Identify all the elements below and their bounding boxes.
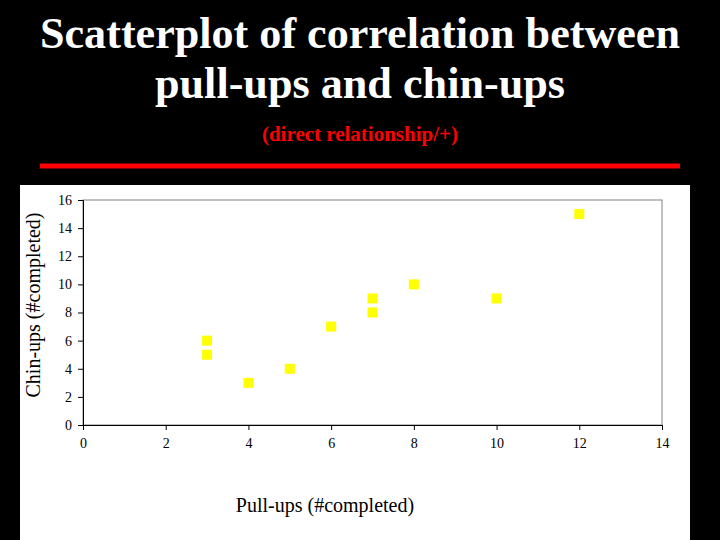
x-tick-mark bbox=[497, 425, 498, 430]
y-tick: 8 bbox=[65, 305, 83, 320]
y-axis-title: Chin-ups (#completed) bbox=[22, 213, 45, 398]
y-tick-label: 0 bbox=[65, 418, 72, 433]
y-tick: 2 bbox=[65, 390, 83, 405]
point bbox=[285, 364, 295, 374]
x-tick-mark bbox=[83, 425, 84, 430]
y-tick-mark bbox=[78, 228, 83, 229]
point bbox=[243, 378, 253, 388]
chart: Scatterplot of correlation betweenpull-u… bbox=[0, 0, 720, 540]
x-tick: 12 bbox=[573, 425, 587, 451]
y-tick-mark bbox=[78, 200, 83, 201]
x-axis: 0 2 4 6 8 10 12 14 bbox=[80, 425, 670, 451]
y-tick-mark bbox=[78, 425, 83, 426]
x-axis-title: Pull-ups (#completed) bbox=[236, 494, 414, 517]
point bbox=[409, 279, 419, 289]
point bbox=[492, 293, 502, 303]
x-tick: 10 bbox=[490, 425, 504, 451]
background bbox=[0, 0, 720, 540]
y-tick: 14 bbox=[58, 221, 83, 236]
y-tick-label: 16 bbox=[58, 193, 72, 208]
y-tick-mark bbox=[78, 369, 83, 370]
point bbox=[368, 308, 378, 318]
y-tick: 0 bbox=[65, 418, 83, 433]
x-tick-label: 2 bbox=[163, 436, 170, 451]
x-tick-label: 8 bbox=[411, 436, 418, 451]
y-axis: 0 2 4 6 8 10 12 14 16 bbox=[58, 193, 84, 433]
y-tick: 10 bbox=[58, 277, 83, 292]
x-tick-label: 12 bbox=[573, 436, 587, 451]
plot-frame bbox=[83, 200, 662, 425]
point bbox=[574, 209, 584, 219]
point bbox=[202, 336, 212, 346]
y-tick-mark bbox=[78, 397, 83, 398]
x-tick: 14 bbox=[656, 425, 670, 451]
y-tick-label: 2 bbox=[65, 390, 72, 405]
y-axis-line bbox=[78, 201, 84, 426]
x-tick-mark bbox=[414, 425, 415, 430]
x-tick-mark bbox=[662, 425, 663, 430]
x-tick: 8 bbox=[411, 425, 418, 451]
title: Scatterplot of correlation between bbox=[40, 9, 680, 58]
y-tick-label: 14 bbox=[58, 221, 72, 236]
x-tick-mark bbox=[331, 425, 332, 430]
y-tick: 4 bbox=[65, 362, 83, 377]
x-tick-label: 6 bbox=[328, 436, 335, 451]
x-axis-line bbox=[84, 426, 663, 431]
y-tick: 12 bbox=[58, 249, 83, 264]
x-tick: 6 bbox=[328, 425, 335, 451]
x-tick-label: 10 bbox=[490, 436, 504, 451]
y-tick-mark bbox=[78, 341, 83, 342]
x-tick-mark bbox=[248, 425, 249, 430]
y-tick-label: 8 bbox=[65, 305, 72, 320]
point bbox=[326, 322, 336, 332]
x-tick: 2 bbox=[163, 425, 170, 451]
divider bbox=[40, 164, 680, 169]
points bbox=[202, 209, 584, 388]
x-tick: 0 bbox=[80, 425, 87, 451]
title: pull-ups and chin-ups bbox=[155, 59, 565, 108]
y-tick-label: 4 bbox=[65, 362, 72, 377]
y-tick-label: 6 bbox=[65, 334, 72, 349]
point bbox=[368, 293, 378, 303]
y-tick-mark bbox=[78, 284, 83, 285]
subtitle: (direct relationship/+) bbox=[262, 122, 458, 146]
y-tick-label: 10 bbox=[58, 277, 72, 292]
y-tick-mark bbox=[78, 313, 83, 314]
x-tick-mark bbox=[166, 425, 167, 430]
y-tick: 16 bbox=[58, 193, 83, 208]
x-tick-label: 14 bbox=[656, 436, 670, 451]
chart-panel bbox=[20, 185, 690, 540]
y-tick-mark bbox=[78, 256, 83, 257]
y-tick: 6 bbox=[65, 334, 83, 349]
y-tick-label: 12 bbox=[58, 249, 72, 264]
point bbox=[202, 350, 212, 360]
x-tick-label: 4 bbox=[245, 436, 252, 451]
x-tick: 4 bbox=[245, 425, 252, 451]
x-tick-label: 0 bbox=[80, 436, 87, 451]
x-tick-mark bbox=[579, 425, 580, 430]
